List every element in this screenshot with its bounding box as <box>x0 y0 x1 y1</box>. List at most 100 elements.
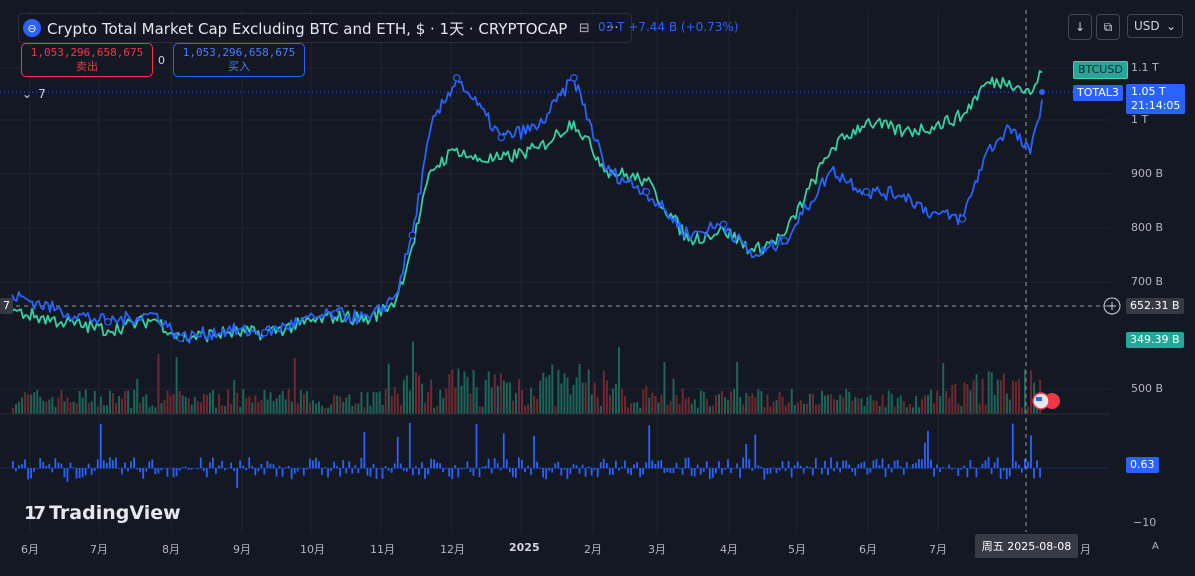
volume-bar <box>451 369 454 414</box>
volume-bar <box>508 382 511 414</box>
oscillator-bar <box>493 458 496 469</box>
volume-bar <box>284 399 287 414</box>
oscillator-bar <box>660 460 663 469</box>
oscillator-bar <box>130 461 132 469</box>
volume-bar <box>421 383 424 414</box>
volume-bar <box>572 384 575 414</box>
oscillator-bar <box>727 459 729 469</box>
volume-bar <box>908 404 911 414</box>
oscillator-bar <box>1033 468 1035 479</box>
total3-tag[interactable]: TOTAL3 <box>1073 85 1123 101</box>
spread-value: 0 <box>158 54 165 67</box>
time-label-oct: 10月 <box>300 543 325 556</box>
oscillator-bar <box>478 468 481 478</box>
oscillator-bar <box>596 468 599 478</box>
oscillator-bar <box>824 460 826 469</box>
oscillator-bar <box>390 468 393 473</box>
volume-bar <box>84 389 87 414</box>
oscillator-bar <box>784 468 787 472</box>
volume-bar <box>263 389 266 414</box>
oscillator-bar <box>542 468 545 478</box>
volume-bar <box>336 395 339 414</box>
volume-bar <box>684 398 687 414</box>
volume-bar <box>1020 407 1023 414</box>
volume-bar <box>57 398 60 414</box>
btcusd-tag[interactable]: BTCUSD <box>1073 61 1128 79</box>
volume-bar <box>657 402 660 414</box>
volume-bar <box>948 398 951 414</box>
oscillator-bar <box>372 463 375 469</box>
indicator-collapse-toggle[interactable]: ⌄ 7 <box>22 87 46 101</box>
oscillator-bar <box>157 468 160 474</box>
oscillator-bar <box>645 462 648 469</box>
oscillator-bar <box>84 468 87 476</box>
oscillator-bar <box>127 468 129 472</box>
volume-bar <box>296 403 299 414</box>
time-label-mar: 3月 <box>648 543 666 556</box>
oscillator-bar <box>948 464 951 469</box>
volume-bar <box>739 396 742 414</box>
oscillator-bar <box>57 462 60 469</box>
volume-bar <box>130 407 133 414</box>
oscillator-bar <box>66 468 69 482</box>
oscillator-bar <box>518 457 520 469</box>
volume-bar <box>911 407 914 414</box>
oscillator-bar <box>75 468 78 479</box>
volume-bar <box>27 394 30 414</box>
crosshair-add-icon[interactable] <box>1103 297 1121 315</box>
auto-scale-button[interactable]: A <box>1152 541 1159 552</box>
volume-bar <box>530 387 533 414</box>
volume-bar <box>72 401 75 414</box>
symbol-title-bar[interactable]: ⊝ Crypto Total Market Cap Excluding BTC … <box>18 13 633 43</box>
buy-button[interactable]: 1,053,296,658,675 买入 <box>173 43 305 77</box>
sell-button[interactable]: 1,053,296,658,675 卖出 <box>21 43 153 77</box>
fullscreen-button[interactable]: ⧉ <box>1096 14 1120 40</box>
volume-bar <box>566 377 569 414</box>
oscillator-bar <box>366 468 369 476</box>
total3-line <box>11 77 1043 344</box>
volume-bar <box>854 397 857 414</box>
volume-bar <box>360 392 363 414</box>
oscillator-bar <box>911 463 914 469</box>
oscillator-bar <box>190 468 193 470</box>
oscillator-bar <box>111 460 114 469</box>
oscillator-bar <box>187 468 190 470</box>
volume-bar <box>193 396 196 414</box>
oscillator-bar <box>454 465 457 469</box>
event-marker <box>570 74 578 82</box>
volume-bar <box>33 392 36 414</box>
volume-bar <box>205 395 208 414</box>
oscillator-bar <box>748 459 751 469</box>
volume-bar <box>945 390 948 414</box>
oscillator-bar <box>999 468 1002 479</box>
oscillator-bar <box>593 468 596 471</box>
oscillator-bar <box>481 466 484 469</box>
volume-bar <box>651 392 654 414</box>
more-options-icon[interactable]: ··· <box>606 20 619 36</box>
volume-bar <box>614 383 617 414</box>
oscillator-bar <box>657 460 660 469</box>
oscillator-bar <box>939 468 941 472</box>
oscillator-bar <box>460 468 463 470</box>
volume-bar <box>21 397 24 414</box>
volume-bar <box>81 397 84 414</box>
volume-bar <box>378 391 381 414</box>
download-button[interactable]: ↓ <box>1068 14 1092 40</box>
tradingview-logo[interactable]: 𝟭𝟳 TradingView <box>24 502 181 524</box>
volume-bar <box>305 390 308 414</box>
volume-bar <box>484 379 487 414</box>
compare-icon[interactable]: ⊟ <box>578 20 590 36</box>
oscillator-bar <box>239 460 242 469</box>
volume-bar <box>990 372 993 414</box>
oscillator-bar <box>108 457 111 469</box>
oscillator-bar <box>151 459 154 469</box>
volume-bar <box>633 402 636 414</box>
oscillator-bar <box>672 468 675 474</box>
oscillator-bar <box>208 462 211 469</box>
us-flag-event-icon[interactable] <box>1032 392 1060 410</box>
oscillator-bar <box>957 468 960 476</box>
volume-bar <box>654 395 657 414</box>
currency-select[interactable]: USD ⌄ <box>1127 14 1183 38</box>
